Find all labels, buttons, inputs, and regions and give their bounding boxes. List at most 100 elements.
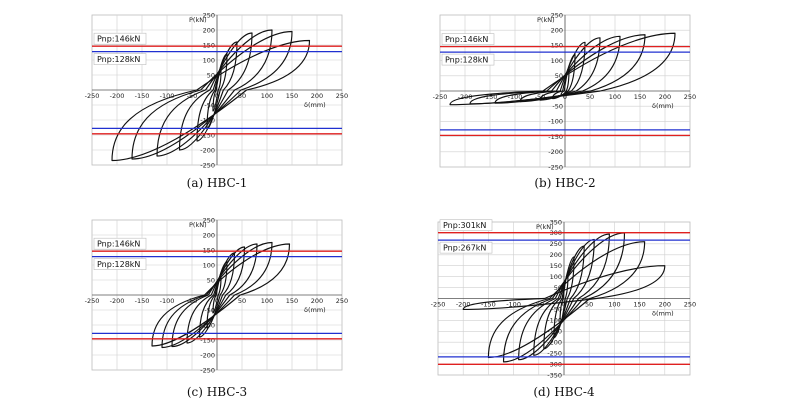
y-tick-label: -50 <box>204 101 215 109</box>
x-tick-label: 100 <box>609 93 621 101</box>
x-tick-label: -100 <box>506 301 521 309</box>
x-tick-label: -200 <box>456 301 471 309</box>
hysteresis-loop <box>156 29 273 157</box>
x-tick-label: 250 <box>684 301 696 309</box>
hysteresis-loop <box>462 265 666 311</box>
chart-panel-3: -250 -200 -150 -100 -50 0 50 100 150 200 250-250-2… <box>85 216 349 374</box>
hysteresis-loop <box>131 30 293 160</box>
x-axis-label: δ(mm) <box>304 101 326 109</box>
reference-label: Pnp:128kN <box>445 55 488 64</box>
hysteresis-curves <box>462 232 666 363</box>
y-tick-label: -250 <box>200 366 215 374</box>
reference-label-box <box>441 53 495 66</box>
reference-label-box <box>439 241 493 254</box>
x-tick-label: 150 <box>286 297 298 305</box>
y-tick-label: -200 <box>200 146 215 154</box>
x-tick-label: -250 <box>431 301 446 309</box>
y-tick-label: 100 <box>203 56 215 64</box>
x-tick-label: 50 <box>585 301 593 309</box>
hysteresis-loop <box>449 32 676 106</box>
y-tick-label: 100 <box>550 273 562 281</box>
y-tick-label: -350 <box>547 371 562 379</box>
y-tick-label: -250 <box>548 163 563 171</box>
x-tick-label: 250 <box>336 297 348 305</box>
hysteresis-loop <box>151 243 291 347</box>
hysteresis-loop <box>186 246 246 344</box>
x-tick-label: -250 <box>85 297 100 305</box>
y-tick-label: 50 <box>555 72 563 80</box>
reference-label-box <box>93 32 147 45</box>
y-axis-label: P(kN) <box>189 221 207 229</box>
x-tick-label: -250 <box>433 93 448 101</box>
x-tick-label: 100 <box>608 301 620 309</box>
y-tick-label: -50 <box>204 306 215 314</box>
y-tick-label: 200 <box>203 231 215 239</box>
hysteresis-loop <box>539 41 586 101</box>
x-tick-label: 150 <box>634 93 646 101</box>
x-tick-label: 200 <box>311 297 323 305</box>
y-tick-label: -200 <box>547 339 562 347</box>
chart-caption: (b) HBC-2 <box>534 176 595 190</box>
x-axis-label: δ(mm) <box>652 102 674 110</box>
x-tick-label: 100 <box>261 92 273 100</box>
y-tick-label: -250 <box>547 349 562 357</box>
x-tick-label: 150 <box>286 92 298 100</box>
reference-label-box <box>93 237 147 250</box>
x-tick-label: 100 <box>261 297 273 305</box>
y-tick-label: 250 <box>203 11 215 19</box>
x-axis-label: δ(mm) <box>652 310 674 318</box>
reference-label: Pnp:146kN <box>97 35 140 44</box>
hysteresis-loop <box>469 34 646 105</box>
hysteresis-curves <box>151 241 291 349</box>
y-tick-label: 50 <box>207 276 215 284</box>
hysteresis-loop <box>111 39 311 162</box>
x-tick-label: -200 <box>110 92 125 100</box>
x-tick-label: 0 <box>563 93 567 101</box>
y-tick-label: 50 <box>207 71 215 79</box>
hysteresis-loop <box>171 243 258 348</box>
y-tick-label: -100 <box>548 118 563 126</box>
y-tick-label: 50 <box>554 284 562 292</box>
y-tick-label: 100 <box>203 261 215 269</box>
reference-label: Pnp:146kN <box>97 240 140 249</box>
x-tick-label: -250 <box>85 92 100 100</box>
chart-panel-2: -250 -200 -150 -100 -50 0 50 100 150 200 250-250-2… <box>433 11 697 171</box>
y-tick-label: -200 <box>200 351 215 359</box>
reference-label: Pnp:146kN <box>445 35 488 44</box>
x-tick-label: 250 <box>684 93 696 101</box>
x-tick-label: -50 <box>535 93 546 101</box>
y-tick-label: -50 <box>552 103 563 111</box>
x-tick-label: 250 <box>336 92 348 100</box>
hysteresis-curves <box>449 32 676 106</box>
y-tick-label: 150 <box>203 41 215 49</box>
y-tick-label: 150 <box>203 246 215 254</box>
y-axis-label: P(kN) <box>537 16 555 24</box>
x-tick-label: -100 <box>160 297 175 305</box>
y-tick-label: 250 <box>203 216 215 224</box>
x-axis-label: δ(mm) <box>304 306 326 314</box>
reference-label: Pnp:128kN <box>97 55 140 64</box>
x-tick-label: 200 <box>311 92 323 100</box>
hysteresis-loop <box>519 37 601 103</box>
y-tick-label: 250 <box>551 11 563 19</box>
reference-label-box <box>93 258 147 270</box>
y-tick-label: 200 <box>203 26 215 34</box>
y-tick-label: -150 <box>548 133 563 141</box>
x-tick-label: -100 <box>508 93 523 101</box>
x-tick-label: 50 <box>238 92 246 100</box>
hysteresis-loop <box>206 53 228 130</box>
hysteresis-loop <box>161 241 273 349</box>
y-tick-label: 100 <box>551 57 563 65</box>
chart-caption: (c) HBC-3 <box>187 385 247 399</box>
hysteresis-loop <box>502 232 626 363</box>
x-tick-label: -150 <box>135 92 150 100</box>
y-axis-label: P(kN) <box>536 223 554 231</box>
y-tick-label: 150 <box>551 42 563 50</box>
y-tick-label: 200 <box>551 27 563 35</box>
hysteresis-loop <box>487 241 646 359</box>
x-tick-label: -150 <box>481 301 496 309</box>
chart-panel-1: -250 -200 -150 -100 -50 0 50 100 150 200 250-250-2… <box>85 11 349 169</box>
hysteresis-loop <box>543 245 585 350</box>
reference-label-box <box>439 219 493 232</box>
